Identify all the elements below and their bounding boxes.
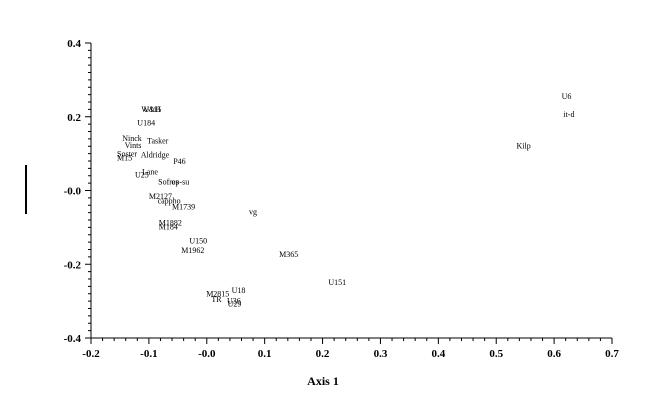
data-point-label: TR	[211, 295, 222, 304]
x-tick-label: -0.1	[140, 348, 157, 360]
data-point-label: M1739	[172, 203, 195, 212]
data-point-label: M2127	[149, 192, 172, 201]
y-tick-label: -0.0	[64, 186, 82, 198]
data-point-label: U184	[137, 119, 155, 128]
data-point-label: Lane	[142, 168, 158, 177]
x-tick-label: 0.7	[605, 348, 619, 360]
data-point-label: it-d	[563, 110, 574, 119]
data-point-label: U6	[562, 92, 572, 101]
x-axis-title: Axis 1	[307, 374, 339, 388]
data-point-label: Aldridge	[141, 150, 170, 159]
data-point-label: M184	[159, 222, 178, 231]
x-tick-label: 0.1	[258, 348, 272, 360]
x-tick-label: 0.3	[374, 348, 388, 360]
data-point-label: M2815	[206, 289, 229, 298]
data-point-label: U150	[189, 237, 207, 246]
data-point-label: M1882	[159, 219, 182, 228]
data-point-label: U115	[144, 105, 161, 114]
data-point-label: Ninck	[122, 134, 142, 143]
y-tick-label: 0.4	[67, 38, 81, 50]
data-point-label: M365	[279, 250, 298, 259]
y-tick-label: 0.2	[67, 112, 81, 124]
data-point-label: cappho	[158, 196, 181, 205]
axis-ticks	[85, 42, 613, 344]
data-point-label: U29	[228, 299, 242, 308]
x-tick-label: 0.2	[316, 348, 330, 360]
data-point-label: op-su	[171, 177, 189, 186]
x-tick-label: -0.0	[198, 348, 216, 360]
data-point-label: Sofres	[158, 177, 178, 186]
x-tick-label: 0.5	[489, 348, 503, 360]
data-point-label: U18	[232, 286, 246, 295]
data-point-label: vg	[249, 208, 257, 217]
axis-tick-labels: -0.2 -0.1 -0.0 0.1 0.2 0.3 0.4 0.5 0.6 0.7 0.4 0.2 -…	[64, 38, 620, 360]
data-point-label: Tasker	[147, 136, 169, 145]
data-point-label: P46	[173, 157, 185, 166]
x-tick-label: 0.4	[431, 348, 445, 360]
data-point-label: M15	[117, 154, 132, 163]
x-tick-label: 0.6	[547, 348, 561, 360]
data-point-label: M1962	[181, 246, 204, 255]
data-point-label: Soster	[117, 150, 137, 159]
x-tick-label: -0.2	[82, 348, 100, 360]
data-point-label: Vints	[125, 141, 142, 150]
y-tick-label: -0.4	[64, 333, 82, 345]
data-point-label: Kilp	[516, 142, 530, 151]
data-point-label: W&H	[141, 105, 161, 114]
y-tick-label: -0.2	[64, 259, 82, 271]
data-point-label: U151	[328, 278, 346, 287]
data-point-label: U25	[135, 171, 149, 180]
data-point-label: U36	[227, 296, 241, 305]
